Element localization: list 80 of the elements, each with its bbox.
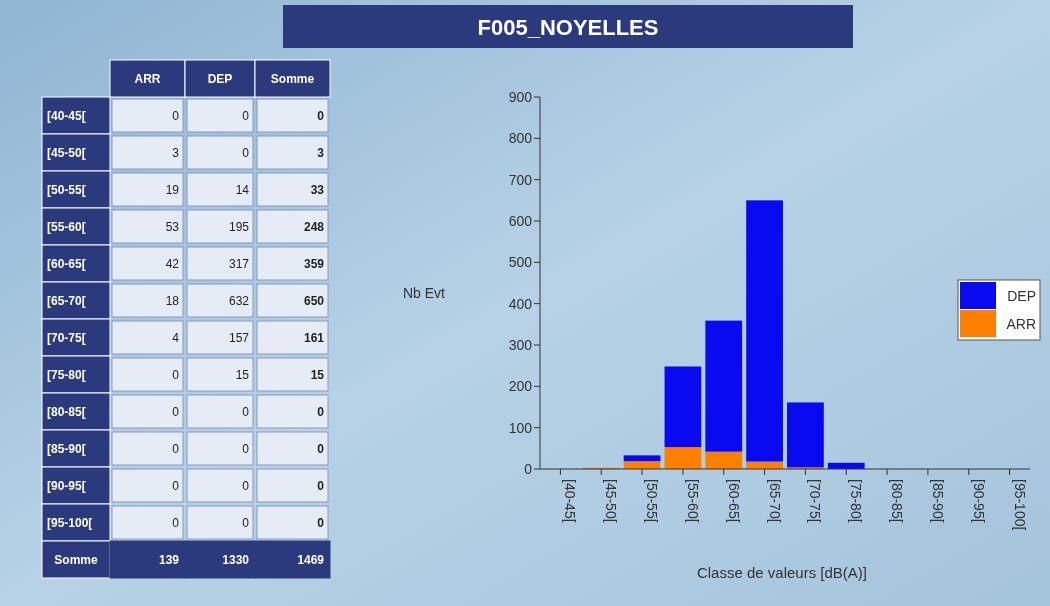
x-tick-label: [85-90[ <box>929 479 946 523</box>
y-tick-label: 0 <box>524 461 533 477</box>
data-label: 359 <box>303 257 325 271</box>
data-label: 0 <box>242 479 250 493</box>
data-label: 0 <box>242 405 250 419</box>
data-label: 3 <box>317 146 325 160</box>
legend-label: DEP <box>1007 288 1036 304</box>
x-axis-title: Classe de valeurs [dB(A)] <box>696 564 868 581</box>
x-tick-label: [55-60[ <box>684 479 701 523</box>
data-label: 0 <box>172 405 180 419</box>
data-label: 53 <box>165 220 180 234</box>
data-label: 33 <box>310 183 325 197</box>
y-tick-label: 100 <box>508 419 533 436</box>
data-label: 18 <box>165 294 180 308</box>
data-label: 317 <box>228 257 250 271</box>
x-tick-label: DEP <box>207 72 233 86</box>
data-label: 15 <box>310 368 325 382</box>
data-label: 0 <box>242 516 250 530</box>
data-label: 248 <box>303 220 325 234</box>
y-tick-label: 900 <box>508 89 533 105</box>
x-tick-label: [65-70[ <box>766 479 783 523</box>
x-tick-label: [50-55[ <box>644 479 661 523</box>
data-label: 0 <box>317 442 325 456</box>
legend-label: ARR <box>1006 316 1036 332</box>
y-tick-label: [85-90[ <box>47 442 86 456</box>
x-tick-label: [90-95[ <box>970 479 987 523</box>
y-tick-label: [60-65[ <box>47 257 86 271</box>
x-tick-label: [60-65[ <box>725 479 742 523</box>
data-label: 0 <box>317 405 325 419</box>
y-tick-label: 700 <box>508 171 533 188</box>
x-tick-label: [95-100[ <box>1011 479 1028 531</box>
data-label: 0 <box>242 109 250 123</box>
y-tick-label: 200 <box>508 378 533 395</box>
data-label: 14 <box>235 183 250 197</box>
y-tick-label: [55-60[ <box>47 220 86 234</box>
data-label: 42 <box>165 257 180 271</box>
data-label: 15 <box>235 368 250 382</box>
data-label: 157 <box>228 331 250 345</box>
x-tick-label: [80-85[ <box>889 479 906 523</box>
data-label: 4 <box>172 331 180 345</box>
data-label: 161 <box>303 331 325 345</box>
data-label: 0 <box>172 442 180 456</box>
x-tick-label: ARR <box>134 72 161 86</box>
x-tick-label: [45-50[ <box>603 479 620 523</box>
data-label: 0 <box>242 442 250 456</box>
y-tick-label: [70-75[ <box>47 331 86 345</box>
data-label: 0 <box>317 516 325 530</box>
x-tick-label: [70-75[ <box>807 479 824 523</box>
data-label: 0 <box>317 479 325 493</box>
data-label: 0 <box>242 146 250 160</box>
y-tick-label: [40-45[ <box>47 109 86 123</box>
y-tick-label: 600 <box>508 213 533 229</box>
y-tick-label: 500 <box>508 254 533 271</box>
y-tick-label: 400 <box>508 295 533 312</box>
x-tick-label: Somme <box>270 72 315 86</box>
data-label: 0 <box>172 479 180 493</box>
data-label: 0 <box>317 109 325 123</box>
data-label: 139 <box>158 553 180 567</box>
data-label: 0 <box>172 109 180 123</box>
data-label: 1469 <box>297 553 325 567</box>
data-label: 0 <box>172 516 180 530</box>
y-tick-label: [65-70[ <box>47 294 86 308</box>
y-tick-label: [45-50[ <box>47 146 86 160</box>
data-label: 632 <box>228 294 250 308</box>
y-tick-label: [50-55[ <box>47 183 86 197</box>
y-tick-label: Somme <box>54 553 98 567</box>
data-label: 19 <box>165 183 180 197</box>
y-tick-label: 800 <box>508 130 533 147</box>
data-label: 650 <box>303 294 325 308</box>
data-label: 3 <box>172 146 180 160</box>
y-tick-label: 300 <box>508 337 533 353</box>
chart-title: F005_NOYELLES <box>477 15 659 40</box>
data-label: 1330 <box>222 553 250 567</box>
x-tick-label: [75-80[ <box>848 479 865 523</box>
data-label: 0 <box>172 368 180 382</box>
data-label: 195 <box>228 220 250 234</box>
x-tick-label: [40-45[ <box>562 479 579 523</box>
y-tick-label: [75-80[ <box>47 368 86 382</box>
y-axis-title: Nb Evt <box>402 285 446 301</box>
y-tick-label: [80-85[ <box>47 405 86 419</box>
